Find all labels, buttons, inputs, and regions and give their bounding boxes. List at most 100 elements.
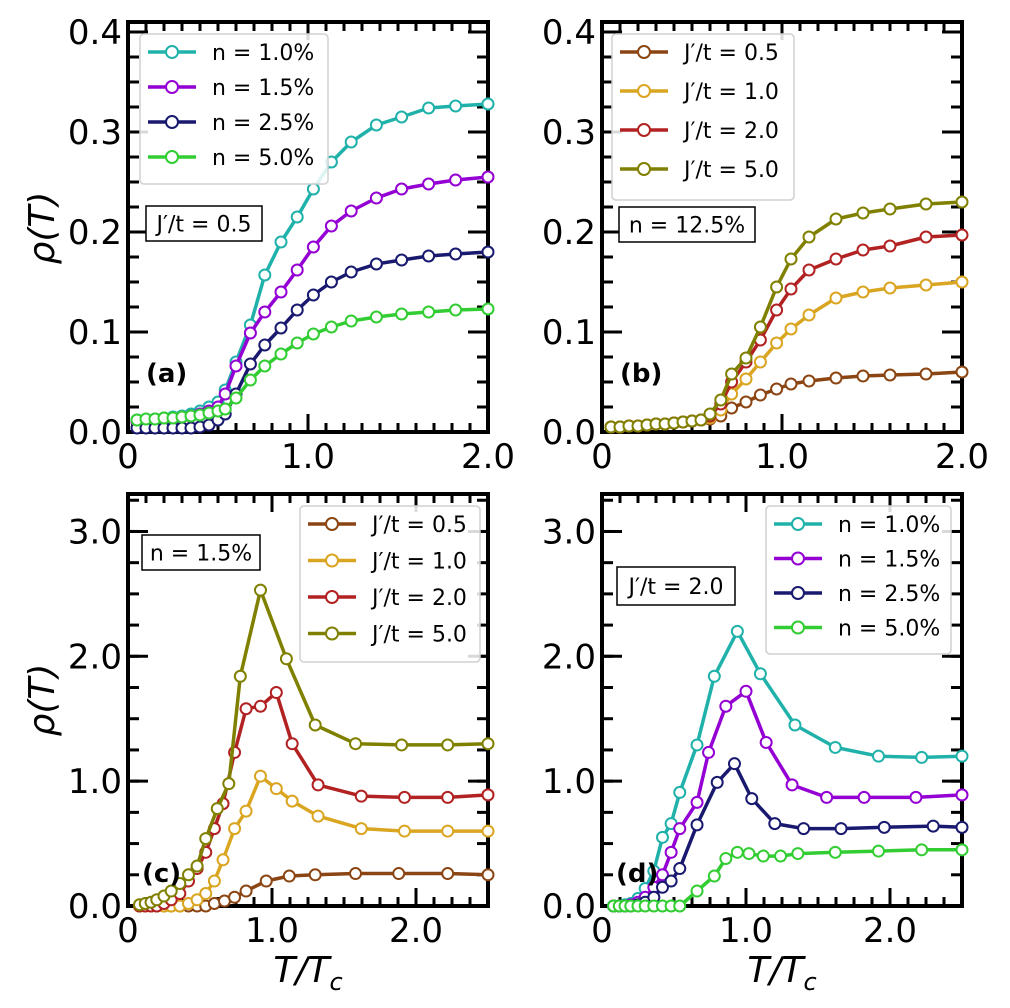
- legend-marker: [637, 123, 651, 137]
- data-point: [883, 281, 897, 295]
- y-tick-label: 0.0: [542, 413, 596, 453]
- data-point: [344, 265, 358, 279]
- data-point: [829, 371, 843, 385]
- data-point: [354, 789, 368, 803]
- data-point: [784, 252, 798, 266]
- annotation-label: n = 1.5%: [150, 542, 252, 567]
- data-point: [857, 790, 871, 804]
- panel-label: (b): [620, 359, 662, 389]
- x-tick-label: 1.0: [719, 911, 773, 951]
- data-point: [856, 243, 870, 257]
- data-point: [664, 874, 678, 888]
- data-point: [392, 867, 406, 881]
- legend-label: J′/t = 2.0: [682, 119, 779, 144]
- legend-label: n = 1.5%: [212, 76, 314, 101]
- data-point: [481, 824, 495, 838]
- data-point: [673, 785, 687, 799]
- data-point: [344, 204, 358, 218]
- data-point: [481, 788, 495, 802]
- data-point: [756, 849, 770, 863]
- data-point: [739, 351, 753, 365]
- data-point: [774, 849, 788, 863]
- data-point: [290, 210, 304, 224]
- data-point: [753, 320, 767, 334]
- legend-marker: [325, 590, 339, 604]
- data-point: [190, 859, 204, 873]
- y-tick-label: 0.1: [68, 313, 122, 353]
- data-point: [311, 778, 325, 792]
- data-point: [259, 874, 273, 888]
- x-tick-label: 2.0: [389, 911, 443, 951]
- data-point: [449, 173, 463, 187]
- data-point: [919, 367, 933, 381]
- legend-marker: [791, 551, 805, 566]
- data-point: [258, 338, 272, 352]
- legend-marker: [637, 45, 651, 59]
- xlabel-right-sub: c: [803, 968, 816, 996]
- y-tick-label: 3.0: [542, 512, 596, 552]
- data-point: [759, 735, 773, 749]
- data-point: [441, 738, 455, 752]
- data-point: [344, 135, 358, 149]
- data-point: [269, 782, 283, 796]
- data-point: [397, 790, 411, 804]
- series-1: [604, 275, 969, 434]
- series-1: [133, 769, 495, 913]
- data-point: [218, 387, 232, 401]
- legend-marker: [165, 80, 179, 94]
- data-point: [344, 314, 358, 328]
- data-point: [919, 278, 933, 292]
- data-point: [395, 253, 409, 267]
- y-tick-label: 0.0: [68, 887, 122, 927]
- data-point: [354, 822, 368, 836]
- data-point: [243, 373, 257, 387]
- data-point: [228, 822, 242, 836]
- data-point: [449, 99, 463, 113]
- data-point: [753, 355, 767, 369]
- data-point: [871, 844, 885, 858]
- data-point: [877, 820, 891, 834]
- data-point: [228, 890, 242, 904]
- series-1: [607, 684, 969, 913]
- data-point: [164, 884, 178, 898]
- data-point: [395, 110, 409, 124]
- data-point: [369, 118, 383, 132]
- series-3: [607, 843, 969, 913]
- data-point: [233, 669, 247, 683]
- data-point: [739, 395, 753, 409]
- series-line: [611, 280, 963, 429]
- y-tick-label: 1.0: [68, 762, 122, 802]
- legend-marker: [637, 84, 651, 98]
- data-point: [481, 170, 495, 184]
- data-point: [770, 382, 784, 396]
- data-point: [349, 737, 363, 751]
- data-point: [290, 336, 304, 350]
- y-tick-label: 0.2: [542, 213, 596, 253]
- data-point: [181, 868, 195, 882]
- data-point: [742, 847, 756, 861]
- panel-a: 0 1.0 2.0 0.0 0.1 0.2 0.3 0.4 n = 1.0% n = 1.5% n …: [68, 13, 515, 477]
- data-point: [395, 307, 409, 321]
- data-point: [856, 369, 870, 383]
- data-point: [229, 391, 243, 405]
- data-point: [690, 738, 704, 752]
- data-point: [308, 868, 322, 882]
- data-point: [207, 874, 221, 888]
- data-point: [258, 359, 272, 373]
- legend-label: n = 5.0%: [212, 146, 314, 171]
- data-point: [369, 191, 383, 205]
- data-point: [955, 843, 969, 857]
- data-point: [395, 738, 409, 752]
- data-point: [883, 368, 897, 382]
- data-point: [290, 303, 304, 317]
- data-point: [828, 740, 842, 754]
- data-point: [753, 388, 767, 402]
- data-point: [311, 809, 325, 823]
- data-point: [199, 832, 213, 846]
- data-point: [955, 788, 969, 802]
- y-tick-label: 3.0: [68, 512, 122, 552]
- data-point: [190, 893, 204, 907]
- data-point: [856, 285, 870, 299]
- legend-label: n = 2.5%: [838, 582, 940, 607]
